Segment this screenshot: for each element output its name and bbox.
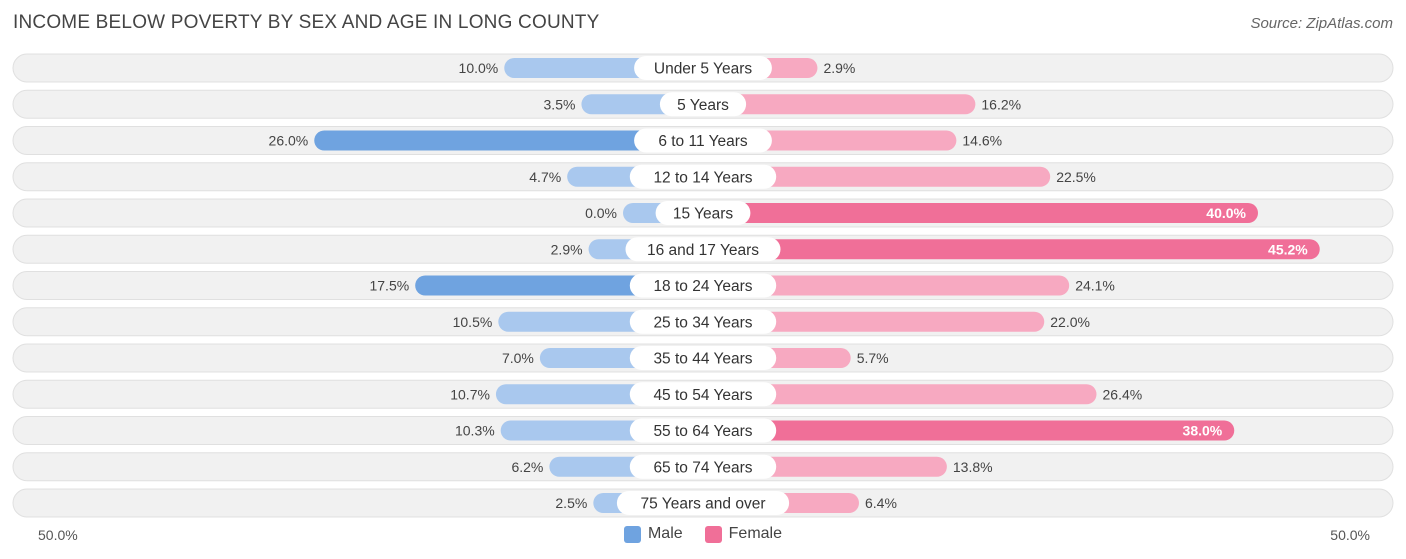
category-label: 35 to 44 Years bbox=[653, 351, 752, 368]
male-value-label: 10.7% bbox=[450, 386, 490, 402]
female-value-label: 14.6% bbox=[962, 133, 1002, 149]
male-value-label: 7.0% bbox=[502, 350, 534, 366]
category-label: 5 Years bbox=[677, 97, 729, 114]
female-bar[interactable] bbox=[703, 94, 976, 115]
female-value-label: 24.1% bbox=[1075, 278, 1115, 294]
female-value-label: 26.4% bbox=[1103, 386, 1143, 402]
legend-male[interactable]: Male bbox=[623, 525, 683, 543]
category-label-bg bbox=[629, 309, 777, 334]
female-value-label: 13.8% bbox=[953, 459, 993, 475]
chart-area: Under 5 Years 10.0% 2.9% 5 Years 3.5% 16.2% 6 … bbox=[12, 53, 1394, 518]
female-bar[interactable] bbox=[703, 311, 1045, 332]
legend-male-label: Male bbox=[647, 525, 683, 542]
male-value-label: 4.7% bbox=[529, 169, 561, 185]
female-bar[interactable] bbox=[703, 420, 1235, 441]
category-label: 12 to 14 Years bbox=[653, 169, 752, 186]
female-bar[interactable] bbox=[703, 384, 1097, 405]
category-label-bg bbox=[629, 346, 777, 370]
category-label: Under 5 Years bbox=[654, 61, 752, 78]
female-value-label: 45.2% bbox=[1268, 241, 1308, 257]
category-label-bg bbox=[629, 164, 777, 189]
male-value-label: 3.5% bbox=[544, 96, 576, 112]
category-label: 15 Years bbox=[673, 206, 734, 223]
legend-female-label: Female bbox=[728, 525, 783, 542]
female-value-label: 38.0% bbox=[1183, 423, 1223, 439]
category-label-bg bbox=[655, 201, 751, 225]
category-label: 6 to 11 Years bbox=[658, 133, 748, 150]
chart-title: INCOME BELOW POVERTY BY SEX AND AGE IN L… bbox=[13, 12, 600, 33]
category-label-bg bbox=[629, 382, 777, 407]
female-value-label: 40.0% bbox=[1206, 205, 1246, 221]
female-value-label: 22.5% bbox=[1056, 169, 1096, 185]
female-value-label: 6.4% bbox=[865, 495, 897, 511]
category-label-bg bbox=[634, 56, 772, 80]
female-bar[interactable] bbox=[703, 275, 1070, 296]
male-value-label: 26.0% bbox=[269, 133, 309, 149]
male-value-label: 2.9% bbox=[551, 241, 583, 257]
category-label-bg bbox=[629, 418, 777, 443]
category-label: 65 to 74 Years bbox=[653, 459, 752, 476]
male-value-label: 10.0% bbox=[459, 60, 499, 76]
category-label: 16 and 17 Years bbox=[647, 242, 759, 259]
legend-female[interactable]: Female bbox=[704, 525, 783, 543]
female-bar[interactable] bbox=[703, 203, 1258, 223]
category-label-bg bbox=[625, 237, 781, 262]
category-label-bg bbox=[616, 491, 790, 515]
category-label: 55 to 64 Years bbox=[653, 423, 752, 440]
source-credit: Source: ZipAtlas.com bbox=[1250, 15, 1393, 32]
male-value-label: 17.5% bbox=[369, 278, 409, 294]
male-value-label: 6.2% bbox=[511, 459, 543, 475]
female-bar[interactable] bbox=[703, 166, 1051, 187]
female-bar[interactable] bbox=[703, 239, 1320, 260]
category-label-bg bbox=[629, 454, 777, 479]
category-label: 18 to 24 Years bbox=[653, 278, 752, 295]
female-value-label: 2.9% bbox=[823, 60, 855, 76]
female-value-label: 5.7% bbox=[857, 350, 889, 366]
category-label-bg bbox=[659, 92, 747, 117]
male-value-label: 10.3% bbox=[455, 423, 495, 439]
category-label: 45 to 54 Years bbox=[653, 387, 752, 404]
category-label-bg bbox=[629, 273, 777, 298]
female-swatch bbox=[704, 525, 722, 543]
male-swatch bbox=[623, 525, 641, 543]
category-label: 25 to 34 Years bbox=[653, 314, 752, 331]
legend: Male Female bbox=[0, 525, 1406, 543]
category-label: 75 Years and over bbox=[641, 496, 766, 513]
male-value-label: 0.0% bbox=[585, 205, 617, 221]
axis-left-label: 50.0% bbox=[38, 527, 78, 543]
female-value-label: 16.2% bbox=[981, 96, 1021, 112]
male-value-label: 10.5% bbox=[453, 314, 493, 330]
female-value-label: 22.0% bbox=[1050, 314, 1090, 330]
male-value-label: 2.5% bbox=[555, 495, 587, 511]
axis-right-label: 50.0% bbox=[1330, 527, 1370, 543]
male-bar[interactable] bbox=[314, 130, 703, 151]
category-label-bg bbox=[634, 128, 772, 153]
